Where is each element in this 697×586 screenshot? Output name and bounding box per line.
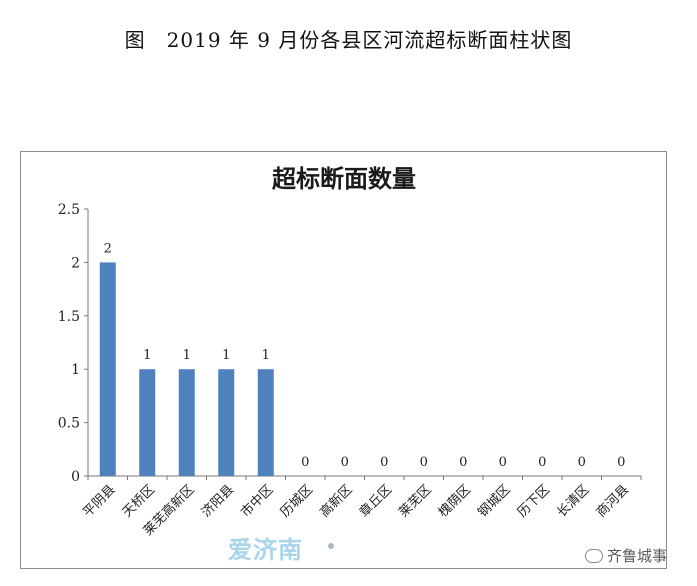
bar xyxy=(257,369,274,476)
bars: 2平阴县1天桥区1莱芜高新区1济阳县1市中区0历城区0高新区0章丘区0莱芜区0槐… xyxy=(80,241,632,538)
y-tick-label: 0.5 xyxy=(58,416,80,432)
watermark-right-label: 齐鲁城事 xyxy=(607,547,668,565)
y-tick-label: 1 xyxy=(71,362,80,378)
data-label: 0 xyxy=(578,455,586,470)
chat-bubble-icon xyxy=(585,548,603,563)
category-label: 莱芜区 xyxy=(396,482,434,520)
data-label: 0 xyxy=(617,455,625,470)
y-tick-label: 2 xyxy=(71,255,80,271)
data-label: 0 xyxy=(341,455,349,470)
data-label: 1 xyxy=(183,348,191,363)
data-label: 1 xyxy=(143,348,151,363)
data-label: 2 xyxy=(104,241,112,256)
data-label: 1 xyxy=(222,348,230,363)
category-label: 槐荫区 xyxy=(435,482,474,521)
data-label: 0 xyxy=(380,455,388,470)
category-label: 济阳县 xyxy=(199,482,237,520)
category-label: 历下区 xyxy=(515,482,553,520)
category-label: 章丘区 xyxy=(356,482,395,521)
watermark-dot xyxy=(328,543,334,549)
bar xyxy=(99,262,116,476)
category-label: 商河县 xyxy=(594,482,632,520)
watermark-left: 爱济南 xyxy=(228,536,303,564)
chart-title: 超标断面数量 xyxy=(272,165,416,193)
chart-container: 超标断面数量 0 0.5 1 1.5 2 2.5 2 平阴县 1 天桥区 1 莱芜高新区 1 济阳县 1 市… xyxy=(20,151,667,569)
data-label: 0 xyxy=(499,455,507,470)
category-label: 市中区 xyxy=(238,482,277,521)
category-label: 历城区 xyxy=(278,482,316,520)
data-label: 1 xyxy=(262,348,270,363)
category-label: 平阴县 xyxy=(80,482,118,520)
category-label: 钢城区 xyxy=(475,482,513,520)
data-label: 0 xyxy=(420,455,428,470)
data-label: 0 xyxy=(301,455,309,470)
data-label: 0 xyxy=(538,455,546,470)
figure-caption: 图 2019 年 9 月份各县区河流超标断面柱状图 xyxy=(124,28,573,52)
category-label: 高新区 xyxy=(317,482,356,521)
category-label: 天桥区 xyxy=(120,482,158,520)
y-tick-label: 1.5 xyxy=(58,309,80,325)
bar-chart: 超标断面数量 00.511.522.5 2平阴县1天桥区1莱芜高新区1济阳县1市… xyxy=(58,165,642,539)
bar xyxy=(218,369,235,476)
watermark-right: 齐鲁城事 xyxy=(585,545,667,566)
y-tick-label: 2.5 xyxy=(58,202,80,218)
bar xyxy=(178,369,195,476)
data-label: 0 xyxy=(459,455,467,470)
bar xyxy=(139,369,156,476)
category-label: 长清区 xyxy=(554,482,592,520)
y-tick-label: 0 xyxy=(71,469,80,485)
